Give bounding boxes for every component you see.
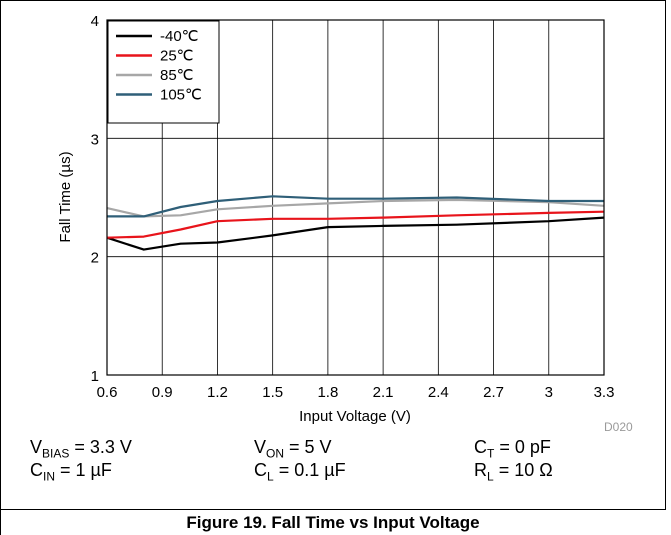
series-line [106, 198, 605, 218]
series-line [106, 210, 605, 239]
document-code: D020 [604, 420, 633, 434]
x-tick-label: 2.4 [428, 384, 449, 401]
legend-label: 85℃ [160, 67, 194, 84]
plot-area-border [106, 19, 605, 376]
legend-label: 105℃ [160, 87, 202, 104]
series-line [107, 195, 604, 218]
condition-rl: RL = 10 Ω [474, 460, 553, 484]
legend-box [107, 20, 220, 124]
x-tick-label: 1.2 [207, 384, 228, 401]
x-tick-label: 2.1 [373, 384, 394, 401]
x-tick-label: 3.3 [594, 384, 615, 401]
frame-top-border [0, 0, 666, 1]
condition-von: VON = 5 V [254, 437, 332, 461]
fall-time-chart: 0.6 0.9 1.2 1.5 1.8 2.1 2.4 2.7 3 3.3 1 2 3 4 -40℃ 25℃… [57, 13, 615, 425]
figure-caption: Figure 19. Fall Time vs Input Voltage [186, 513, 480, 532]
x-tick-label: 3 [545, 384, 553, 401]
frame-right-border [665, 0, 666, 510]
condition-ct: CT = 0 pF [474, 437, 551, 461]
y-tick-label: 1 [91, 368, 99, 385]
caption-separator [0, 509, 666, 510]
y-tick-label: 2 [91, 250, 99, 267]
condition-cl: CL = 0.1 µF [254, 460, 346, 484]
chart-tick-labels: 0.6 0.9 1.2 1.5 1.8 2.1 2.4 2.7 3 3.3 1 2 3 4 [91, 13, 615, 401]
series-line [106, 216, 605, 251]
x-tick-label: 0.9 [152, 384, 173, 401]
x-tick-label: 1.5 [262, 384, 283, 401]
x-axis-label: Input Voltage (V) [299, 408, 411, 425]
frame-left-border [0, 0, 1, 535]
x-tick-label: 1.8 [317, 384, 338, 401]
legend-label: 25℃ [160, 48, 194, 65]
condition-vbias: VBIAS = 3.3 V [30, 437, 132, 461]
condition-cin: CIN = 1 µF [30, 460, 112, 484]
y-axis-label: Fall Time (µs) [57, 151, 74, 242]
y-tick-label: 4 [91, 13, 99, 30]
x-tick-label: 0.6 [97, 384, 118, 401]
chart-series [106, 195, 605, 251]
x-tick-label: 2.7 [483, 384, 504, 401]
chart-legend: -40℃ 25℃ 85℃ 105℃ [107, 20, 220, 124]
y-tick-label: 3 [91, 131, 99, 148]
legend-label: -40℃ [160, 28, 199, 45]
